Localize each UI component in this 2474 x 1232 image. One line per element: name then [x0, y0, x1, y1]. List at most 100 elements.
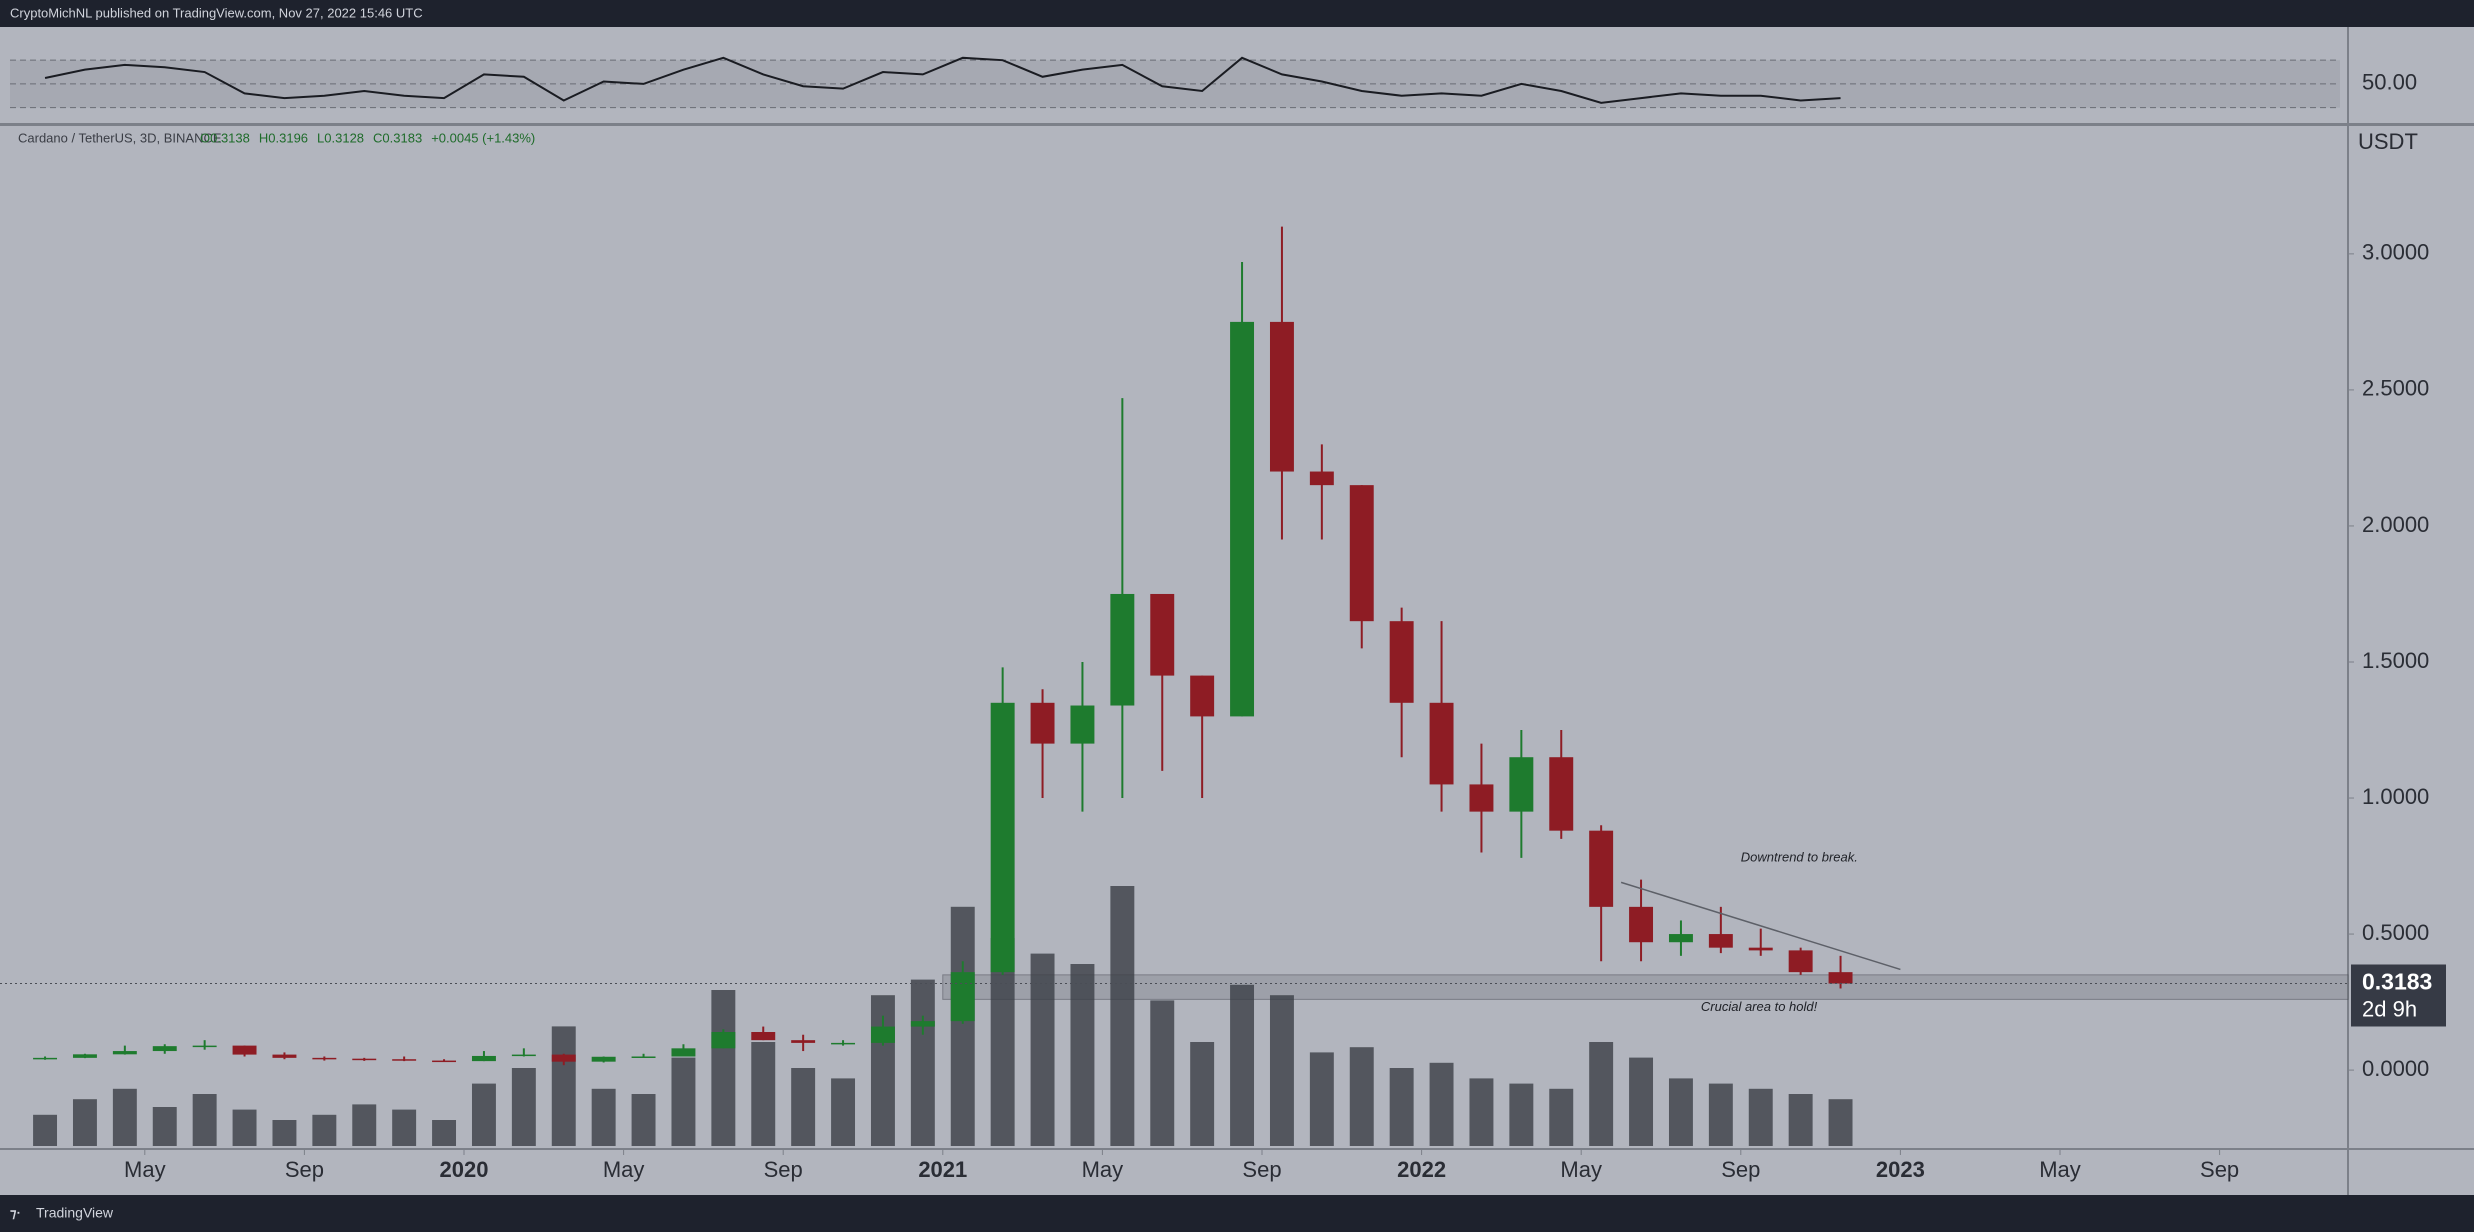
volume-bar — [1788, 1094, 1813, 1146]
volume-bar — [671, 1057, 696, 1146]
candle-body — [950, 972, 975, 1022]
candle-body — [1230, 321, 1255, 717]
countdown-label: 2d 9h — [2362, 996, 2417, 1021]
symbol-title: Cardano / TetherUS, 3D, BINANCE — [18, 130, 222, 145]
candle-body — [1469, 784, 1494, 812]
candle-body — [511, 1054, 536, 1057]
candle-body — [72, 1054, 97, 1058]
volume-bar — [631, 1094, 656, 1146]
candle-body — [392, 1059, 417, 1061]
volume-bar — [711, 990, 736, 1146]
x-tick-label: 2022 — [1397, 1157, 1446, 1182]
candle-body — [1429, 702, 1454, 785]
volume-bar — [551, 1026, 576, 1146]
last-price-box — [2351, 964, 2446, 1027]
volume-bar — [312, 1114, 337, 1146]
x-tick-label: May — [1082, 1157, 1124, 1182]
volume-bar — [1110, 886, 1135, 1146]
candle-body — [1549, 757, 1574, 831]
candle-body — [1309, 471, 1334, 486]
y-tick-label: 1.5000 — [2362, 648, 2429, 673]
ohlc-legend: O0.3138 — [200, 130, 250, 145]
x-tick-label: Sep — [2200, 1157, 2239, 1182]
candle-body — [751, 1032, 776, 1041]
candle-body — [1509, 757, 1534, 812]
candle-body — [990, 702, 1015, 973]
y-tick-label: 0.0000 — [2362, 1056, 2429, 1081]
price-unit: USDT — [2358, 129, 2418, 154]
header: CryptoMichNL published on TradingView.co… — [10, 5, 423, 20]
candle-body — [272, 1054, 297, 1058]
volume-bar — [511, 1068, 536, 1146]
candle-body — [1828, 972, 1853, 984]
volume-bar — [1150, 1000, 1175, 1146]
ohlc-legend: H0.3196 — [259, 130, 308, 145]
candle-body — [1070, 705, 1095, 744]
volume-bar — [352, 1104, 377, 1146]
volume-bar — [152, 1107, 177, 1146]
volume-bar — [33, 1114, 58, 1146]
annotation: Crucial area to hold! — [1701, 999, 1818, 1014]
volume-bar — [791, 1068, 816, 1146]
rsi-tick-label: 50.00 — [2362, 70, 2417, 95]
volume-bar — [1549, 1088, 1574, 1146]
volume-bar — [990, 938, 1015, 1146]
volume-bar — [1668, 1078, 1693, 1146]
volume-bar — [232, 1109, 257, 1146]
rsi-line — [44, 56, 1841, 104]
volume-bar — [1589, 1042, 1614, 1146]
candle-body — [33, 1057, 58, 1060]
candle-body — [1190, 675, 1215, 717]
y-tick-label: 2.0000 — [2362, 512, 2429, 537]
candle-body — [1708, 934, 1733, 948]
x-tick-label: May — [603, 1157, 645, 1182]
volume-bar — [1429, 1062, 1454, 1146]
footer: TradingView — [36, 1205, 114, 1221]
x-tick-label: Sep — [1242, 1157, 1281, 1182]
candle-body — [312, 1057, 337, 1060]
candle-body — [1589, 830, 1614, 907]
x-tick-label: 2023 — [1876, 1157, 1925, 1182]
candle-body — [1668, 934, 1693, 943]
candle-body — [631, 1056, 656, 1058]
volume-bar — [392, 1109, 417, 1146]
volume-bar — [1309, 1052, 1334, 1146]
ohlc-legend: C0.3183 — [373, 130, 422, 145]
candle-body — [1150, 593, 1175, 676]
candle-body — [910, 1021, 935, 1027]
annotation: Downtrend to break. — [1741, 849, 1858, 864]
candle-body — [192, 1045, 217, 1048]
x-tick-label: 2020 — [440, 1157, 489, 1182]
candle-body — [671, 1048, 696, 1057]
support-zone — [942, 974, 2349, 1000]
volume-bar — [112, 1088, 137, 1146]
y-tick-label: 3.0000 — [2362, 240, 2429, 265]
ohlc-legend: +0.0045 (+1.43%) — [431, 130, 535, 145]
volume-bar — [1269, 995, 1294, 1146]
volume-bar — [1509, 1083, 1534, 1146]
candle-body — [1389, 621, 1414, 703]
volume-bar — [751, 1042, 776, 1146]
x-tick-label: 2021 — [918, 1157, 967, 1182]
candle-body — [1110, 593, 1135, 706]
candle-body — [791, 1040, 816, 1043]
volume-bar — [1070, 964, 1095, 1146]
x-tick-label: Sep — [285, 1157, 324, 1182]
candle-body — [711, 1032, 736, 1049]
x-tick-label: Sep — [1721, 1157, 1760, 1182]
y-tick-label: 0.5000 — [2362, 920, 2429, 945]
volume-bar — [1389, 1068, 1414, 1146]
volume-bar — [1030, 953, 1055, 1146]
x-tick-label: Sep — [764, 1157, 803, 1182]
candle-body — [870, 1026, 895, 1043]
volume-bar — [1230, 984, 1255, 1146]
candle-body — [1269, 321, 1294, 472]
volume-bar — [1190, 1042, 1215, 1146]
volume-bar — [1828, 1099, 1853, 1146]
candle-body — [232, 1045, 257, 1055]
volume-bar — [432, 1120, 457, 1146]
volume-bar — [910, 979, 935, 1146]
candle-body — [1748, 947, 1773, 951]
